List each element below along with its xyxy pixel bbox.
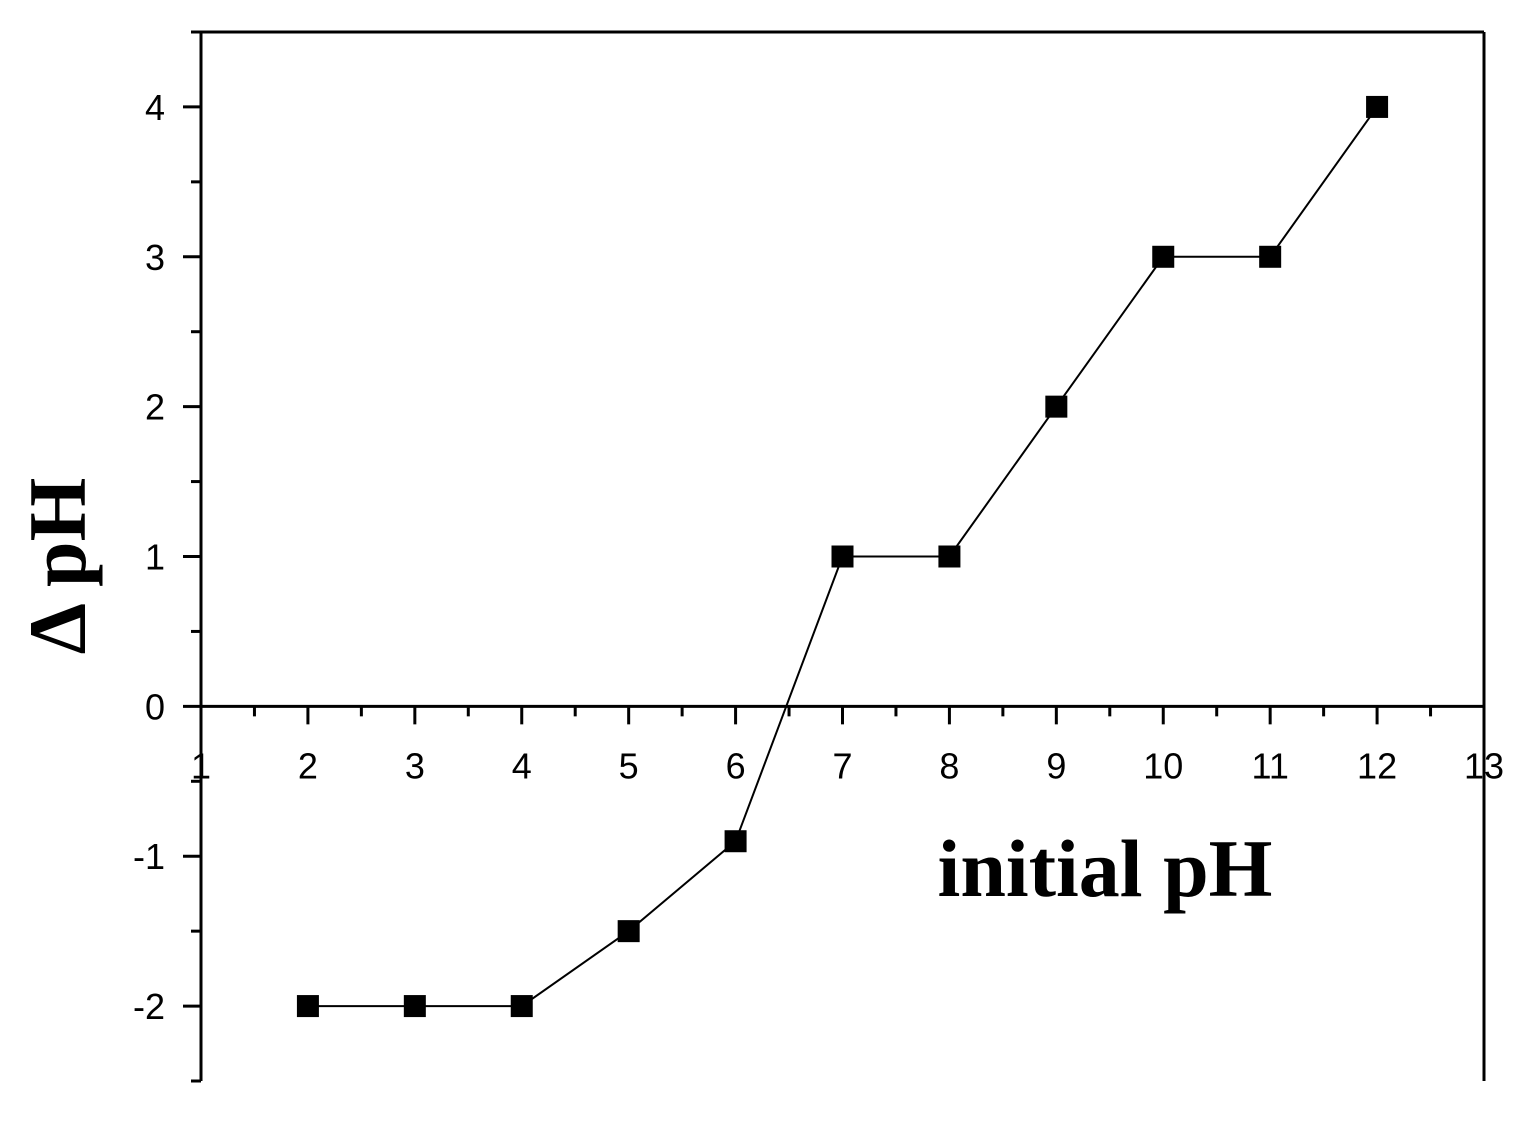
x-tick-label: 2 (298, 745, 318, 786)
y-axis-title: Δ pH (12, 478, 103, 655)
x-tick-label: 7 (832, 745, 852, 786)
x-tick-label: 8 (939, 745, 959, 786)
data-point (938, 545, 961, 568)
data-point (1259, 245, 1282, 268)
x-tick-label: 12 (1357, 745, 1397, 786)
y-tick-label: 3 (145, 237, 165, 278)
x-tick-label: 13 (1464, 745, 1504, 786)
x-tick-label: 6 (726, 745, 746, 786)
data-point (617, 920, 640, 943)
y-axis: -2 -1 0 1 2 3 4 (133, 30, 201, 1083)
y-tick-label: -2 (133, 986, 165, 1027)
y-tick-label: -1 (133, 836, 165, 877)
y-tick-label: 1 (145, 537, 165, 578)
data-point (296, 995, 319, 1018)
series-group (296, 95, 1389, 1018)
y-tick-label: 2 (145, 387, 165, 428)
data-point (831, 545, 854, 568)
y-tick-label: 4 (145, 87, 165, 128)
y-tick-label: 0 (145, 686, 165, 727)
data-point (1045, 395, 1068, 418)
data-point (403, 995, 426, 1018)
x-axis-at-zero: 1 2 3 4 5 6 7 8 9 10 11 12 13 (191, 704, 1504, 786)
x-tick-label: 4 (512, 745, 532, 786)
x-tick-label: 10 (1143, 745, 1183, 786)
x-tick-label: 9 (1046, 745, 1066, 786)
x-axis-title: initial pH (938, 823, 1273, 914)
data-point (724, 830, 747, 853)
data-point (1366, 95, 1389, 118)
x-tick-label: 5 (619, 745, 639, 786)
x-tick-label: 3 (405, 745, 425, 786)
x-tick-label: 11 (1251, 745, 1288, 786)
data-point (510, 995, 533, 1018)
x-tick-label: 1 (191, 745, 211, 786)
data-point (1152, 245, 1175, 268)
